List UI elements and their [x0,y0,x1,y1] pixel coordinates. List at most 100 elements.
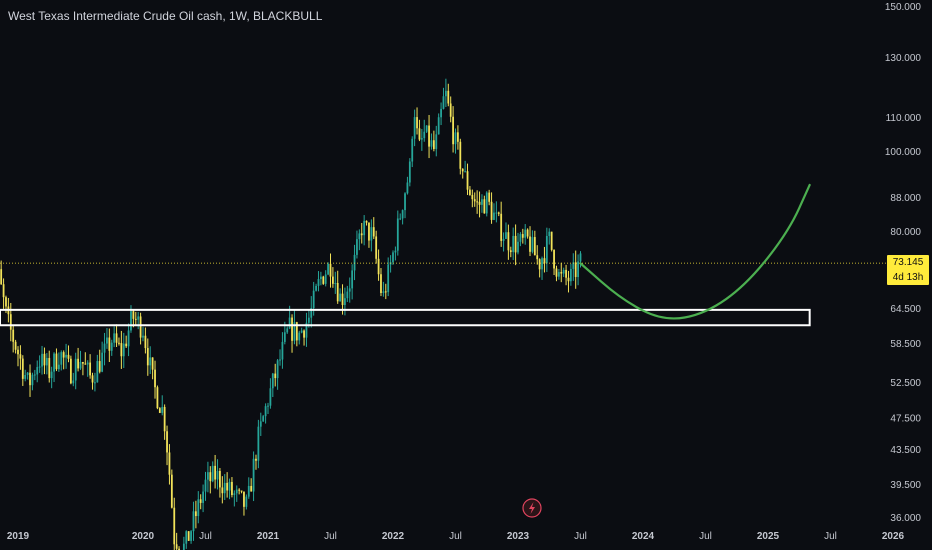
x-tick-label: 2021 [257,531,280,542]
candle-body [502,238,505,241]
candle-body [524,229,527,238]
candle-body [154,369,156,388]
candle-body [91,375,94,383]
candle-body [555,268,558,277]
candle-body [259,421,262,427]
candle-body [464,171,467,173]
y-tick-label: 36.000 [890,513,921,524]
x-tick-label: 2026 [882,531,905,542]
y-tick-label: 100.000 [885,147,922,158]
candle-body [375,236,378,259]
candle-body [19,354,22,359]
candle-body [74,358,77,381]
lightning-icon[interactable] [522,498,542,518]
candle-body [161,406,164,413]
candle-body [324,274,327,284]
candle-body [156,387,159,409]
candle-body [69,358,72,384]
price-axis[interactable]: 150.000 130.000 110.000 100.000 88.000 80.000… [885,2,922,524]
candle-body [33,374,36,376]
candle-body [377,258,380,275]
candle-body [45,357,48,366]
candle-body [449,103,452,117]
candle-body [452,116,454,145]
candle-body [565,269,567,278]
candle-body [471,194,474,200]
candle-body [512,235,515,253]
candle-body [476,201,479,203]
candle-body [43,353,46,366]
candle-body [94,382,96,384]
candle-body [490,201,493,220]
candle-body [170,474,173,508]
time-axis[interactable]: 2019 2020 Jul 2021 Jul 2022 Jul 2023 Jul 2024 Jul 2… [7,531,905,542]
support-zone-box[interactable] [0,308,811,327]
candle-body [24,374,27,379]
candle-body [194,511,197,517]
candle-body [168,452,171,475]
candle-body [538,259,541,270]
candle-body [31,374,34,386]
candle-body [457,132,459,142]
candle-body [399,218,402,220]
candle-body [396,218,399,251]
x-tick-label: Jul [324,531,337,542]
y-tick-label: 80.000 [890,227,921,238]
candle-body [36,367,39,375]
candle-body [344,298,346,306]
projection-curve[interactable] [579,183,811,320]
candle-body [279,359,281,361]
candle-body [461,168,464,172]
x-tick-label: 2019 [7,531,30,542]
y-tick-label: 110.000 [886,113,922,124]
candle-body [339,293,342,302]
candle-body [122,343,125,357]
candle-body [406,182,409,194]
candle-body [423,131,426,139]
candle-body [211,465,214,482]
candle-body [137,316,140,320]
candle-body [478,201,481,205]
candle-body [192,511,195,532]
candle-body [469,189,471,195]
candle-body [264,406,267,417]
candle-body [483,199,486,214]
candle-body [562,269,565,274]
candle-body [108,337,111,351]
candle-body [353,254,356,271]
candle-body [425,125,428,132]
chart-title: West Texas Intermediate Crude Oil cash, … [8,9,323,23]
candle-body [106,337,108,344]
candle-body [173,507,176,545]
candle-body [62,352,65,358]
candle-body [384,291,387,293]
candle-body [250,485,253,492]
candle-body [50,371,53,379]
candle-body [245,496,248,507]
y-tick-label: 52.500 [890,378,921,389]
candle-body [281,341,284,360]
candle-body [207,472,209,480]
candle-body [387,264,390,293]
candle-body [267,405,269,407]
candle-body [2,284,5,298]
candle-body [79,361,82,369]
candle-body [428,125,430,147]
candle-body [144,335,147,349]
candle-body [238,489,241,491]
candle-body [572,262,575,269]
candle-body [216,470,219,480]
candle-body [442,96,445,109]
candle-body [401,210,404,219]
candle-body [336,282,339,302]
y-tick-label: 64.500 [890,304,921,315]
candle-body [444,90,447,97]
candle-body [231,481,233,496]
candle-body [113,333,116,343]
candle-body [413,117,416,139]
candle-body [567,277,570,282]
candle-body [432,140,435,149]
candle-body [521,234,524,238]
candle-body [127,330,130,347]
